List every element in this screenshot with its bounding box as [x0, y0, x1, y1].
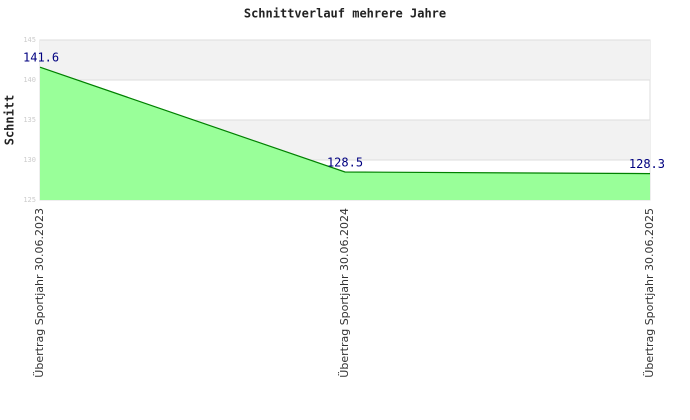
- y-tick-label: 130: [23, 156, 36, 164]
- value-label: 128.3: [629, 157, 665, 171]
- y-tick-label: 125: [23, 196, 36, 204]
- x-tick-label: Übertrag Sportjahr 30.06.2023: [33, 208, 46, 378]
- y-axis-label: Schnitt: [3, 95, 17, 146]
- grid-band: [40, 40, 650, 80]
- x-tick-label: Übertrag Sportjahr 30.06.2025: [643, 208, 656, 378]
- area: [40, 67, 650, 200]
- line: [39, 66, 651, 175]
- chart-title: Schnittverlauf mehrere Jahre: [244, 7, 446, 21]
- y-tick-label: 145: [23, 36, 36, 44]
- x-tick-label: Übertrag Sportjahr 30.06.2024: [338, 208, 351, 378]
- value-label: 141.6: [23, 51, 59, 65]
- value-label: 128.5: [327, 156, 363, 170]
- y-tick-label: 140: [23, 76, 36, 84]
- y-tick-label: 135: [23, 116, 36, 124]
